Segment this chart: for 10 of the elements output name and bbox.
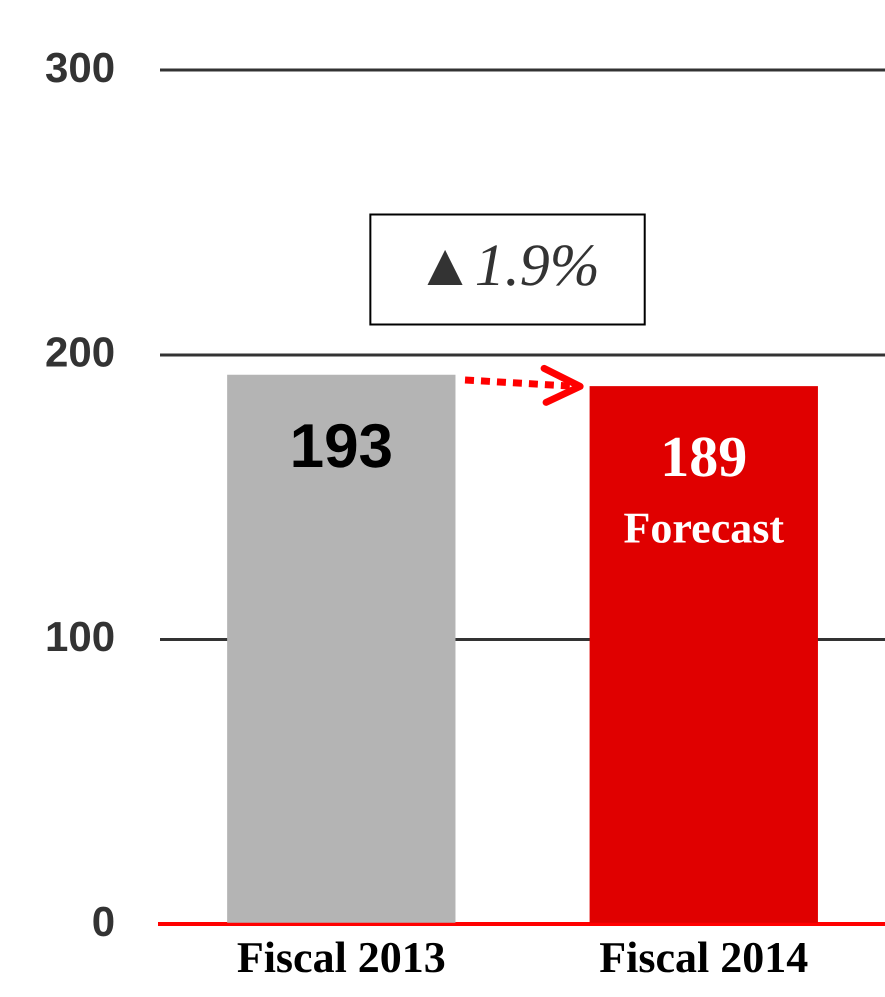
data-label: 189	[660, 424, 748, 490]
y-tick-label: 0	[92, 898, 116, 945]
annotation: Forecast	[624, 504, 784, 553]
x-tick-label: Fiscal 2014	[599, 932, 808, 982]
y-tick-label: 100	[44, 613, 116, 660]
data-label: 193	[290, 412, 394, 481]
y-tick-label: 300	[44, 44, 116, 91]
annotation: ▲1.9%	[415, 232, 600, 298]
y-tick-label: 200	[44, 328, 116, 376]
x-tick-label: Fiscal 2013	[236, 932, 446, 982]
